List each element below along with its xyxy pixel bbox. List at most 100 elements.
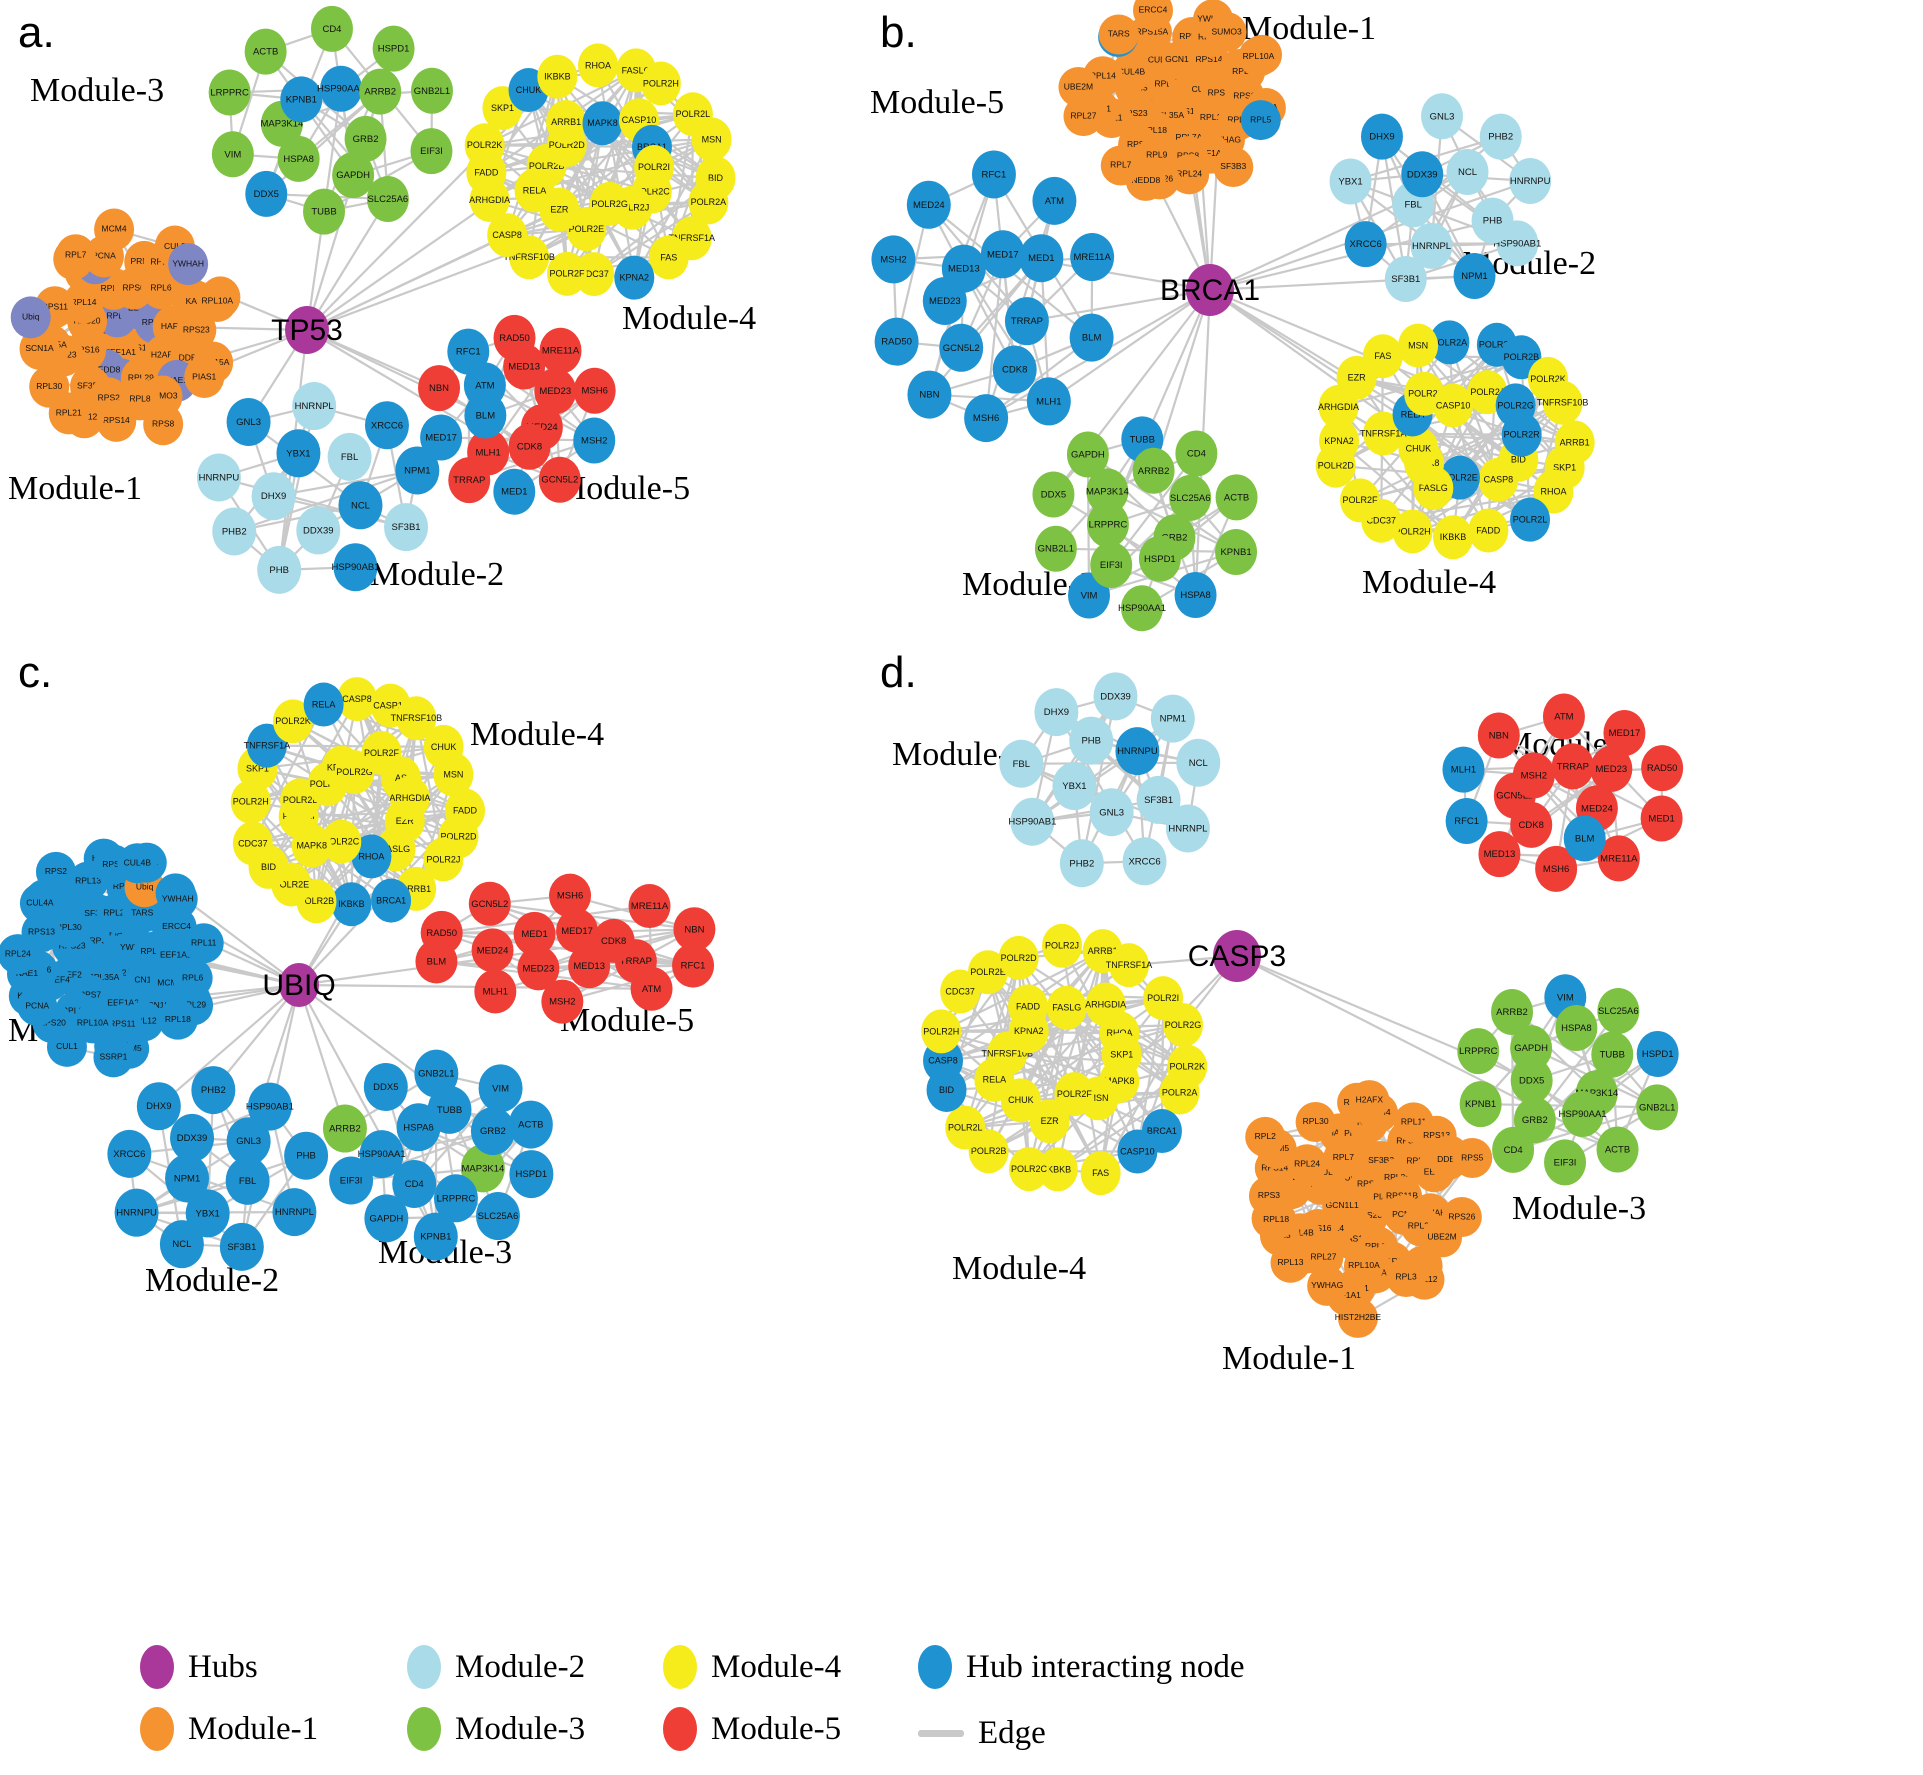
node-circle[interactable]	[1165, 804, 1210, 853]
node-circle[interactable]	[1551, 743, 1594, 790]
node-circle[interactable]	[29, 365, 70, 408]
node-circle[interactable]	[183, 923, 224, 964]
node-circle[interactable]	[1386, 1257, 1427, 1298]
node-circle[interactable]	[351, 834, 392, 879]
node-circle[interactable]	[1117, 1129, 1158, 1174]
network-node[interactable]: DDX5	[245, 170, 288, 217]
network-node[interactable]: SF3B1	[219, 1222, 264, 1271]
node-circle[interactable]	[1037, 1147, 1078, 1192]
network-node[interactable]: KPNB1	[280, 76, 323, 123]
network-node[interactable]: CASP8	[1478, 457, 1519, 502]
node-circle[interactable]	[1009, 1147, 1050, 1192]
network-node[interactable]: LRPPRC	[1457, 1028, 1500, 1075]
network-node[interactable]: MED13	[941, 244, 986, 293]
panel-d-hub-group[interactable]: CASP3	[1188, 930, 1286, 982]
network-node[interactable]: DDX39	[1093, 672, 1138, 721]
node-circle[interactable]	[517, 946, 560, 991]
network-node[interactable]: GCN5L2	[538, 456, 581, 503]
network-node[interactable]: BLM	[1069, 313, 1114, 362]
network-node[interactable]: SF3B1	[384, 503, 429, 552]
network-node[interactable]: SUMO3	[1206, 12, 1247, 53]
node-circle[interactable]	[487, 213, 528, 258]
node-circle[interactable]	[673, 907, 716, 952]
network-node[interactable]: MRE11A	[628, 884, 671, 929]
network-node[interactable]: ATM	[1542, 693, 1585, 740]
network-node[interactable]: MLH1	[1442, 746, 1485, 793]
node-circle[interactable]	[1319, 418, 1360, 463]
network-node[interactable]: XRCC6	[1122, 837, 1167, 886]
node-circle[interactable]	[363, 1062, 408, 1111]
network-node[interactable]: ARRB2	[359, 68, 402, 115]
node-circle[interactable]	[941, 244, 986, 293]
node-circle[interactable]	[1533, 469, 1574, 514]
node-circle[interactable]	[1535, 845, 1578, 892]
node-circle[interactable]	[1120, 585, 1163, 632]
network-node[interactable]: TRRAP	[1004, 297, 1049, 346]
network-node[interactable]: HSP90AB1	[1008, 797, 1056, 846]
node-circle[interactable]	[320, 65, 363, 112]
node-circle[interactable]	[906, 180, 951, 229]
node-circle[interactable]	[1597, 988, 1640, 1035]
network-node[interactable]: ACTB	[244, 28, 287, 75]
node-circle[interactable]	[364, 401, 409, 450]
network-node[interactable]: CDC37	[232, 821, 273, 866]
network-node[interactable]: RPL3	[1386, 1257, 1427, 1298]
hub-node-tp53[interactable]	[285, 306, 329, 354]
node-circle[interactable]	[907, 370, 952, 419]
network-node[interactable]: ATM	[1032, 176, 1077, 225]
network-node[interactable]: IKBKB	[537, 54, 578, 99]
node-circle[interactable]	[1032, 471, 1075, 518]
node-circle[interactable]	[1433, 383, 1474, 428]
node-circle[interactable]	[1477, 712, 1520, 759]
node-circle[interactable]	[55, 234, 96, 277]
node-circle[interactable]	[628, 884, 671, 929]
node-circle[interactable]	[1133, 0, 1173, 31]
node-circle[interactable]	[874, 317, 919, 366]
network-node[interactable]: MSH2	[1512, 752, 1555, 799]
network-node[interactable]: PHB	[1471, 197, 1514, 244]
node-circle[interactable]	[10, 296, 51, 339]
node-circle[interactable]	[226, 1117, 271, 1166]
network-node[interactable]: VIM	[211, 131, 254, 178]
node-circle[interactable]	[1590, 745, 1633, 792]
node-circle[interactable]	[1010, 797, 1055, 846]
node-circle[interactable]	[1008, 984, 1049, 1029]
node-circle[interactable]	[1392, 509, 1433, 554]
network-node[interactable]: DDX39	[1401, 151, 1444, 198]
node-circle[interactable]	[1245, 1116, 1286, 1157]
network-node[interactable]: RPL2	[1245, 1116, 1286, 1157]
node-circle[interactable]	[1362, 334, 1403, 379]
node-circle[interactable]	[219, 1222, 264, 1271]
node-circle[interactable]	[980, 230, 1025, 279]
network-node[interactable]: DHX9	[1034, 688, 1079, 737]
node-circle[interactable]	[185, 1189, 230, 1238]
node-circle[interactable]	[582, 101, 623, 146]
node-circle[interactable]	[691, 117, 732, 162]
node-circle[interactable]	[541, 979, 584, 1024]
node-circle[interactable]	[1287, 1144, 1328, 1185]
node-circle[interactable]	[1238, 36, 1279, 77]
node-circle[interactable]	[1329, 158, 1372, 205]
node-circle[interactable]	[329, 1156, 374, 1205]
network-node[interactable]: POLR2K	[464, 123, 505, 168]
network-node[interactable]: MED17	[556, 908, 599, 953]
node-circle[interactable]	[1086, 501, 1129, 548]
panel-a-hub-group[interactable]: TP53	[271, 306, 343, 354]
network-node[interactable]: GRB2	[470, 1107, 515, 1156]
node-circle[interactable]	[939, 323, 984, 372]
node-circle[interactable]	[1215, 474, 1258, 521]
node-circle[interactable]	[244, 28, 287, 75]
network-node[interactable]: HNRNPL	[272, 1188, 317, 1237]
network-node[interactable]: FASLG	[1046, 985, 1087, 1030]
node-circle[interactable]	[1109, 943, 1150, 988]
node-circle[interactable]	[333, 543, 378, 592]
node-circle[interactable]	[389, 775, 430, 820]
network-node[interactable]: POLR2L	[945, 1105, 986, 1150]
network-node[interactable]: ARRB2	[1132, 447, 1175, 494]
network-node[interactable]: LRPPRC	[208, 69, 251, 116]
node-circle[interactable]	[1340, 478, 1381, 523]
network-node[interactable]: EIF3I	[1544, 1139, 1587, 1186]
network-node[interactable]: YWHAG	[1307, 1265, 1348, 1306]
node-circle[interactable]	[184, 356, 225, 399]
network-node[interactable]: GRB2	[1513, 1097, 1556, 1144]
